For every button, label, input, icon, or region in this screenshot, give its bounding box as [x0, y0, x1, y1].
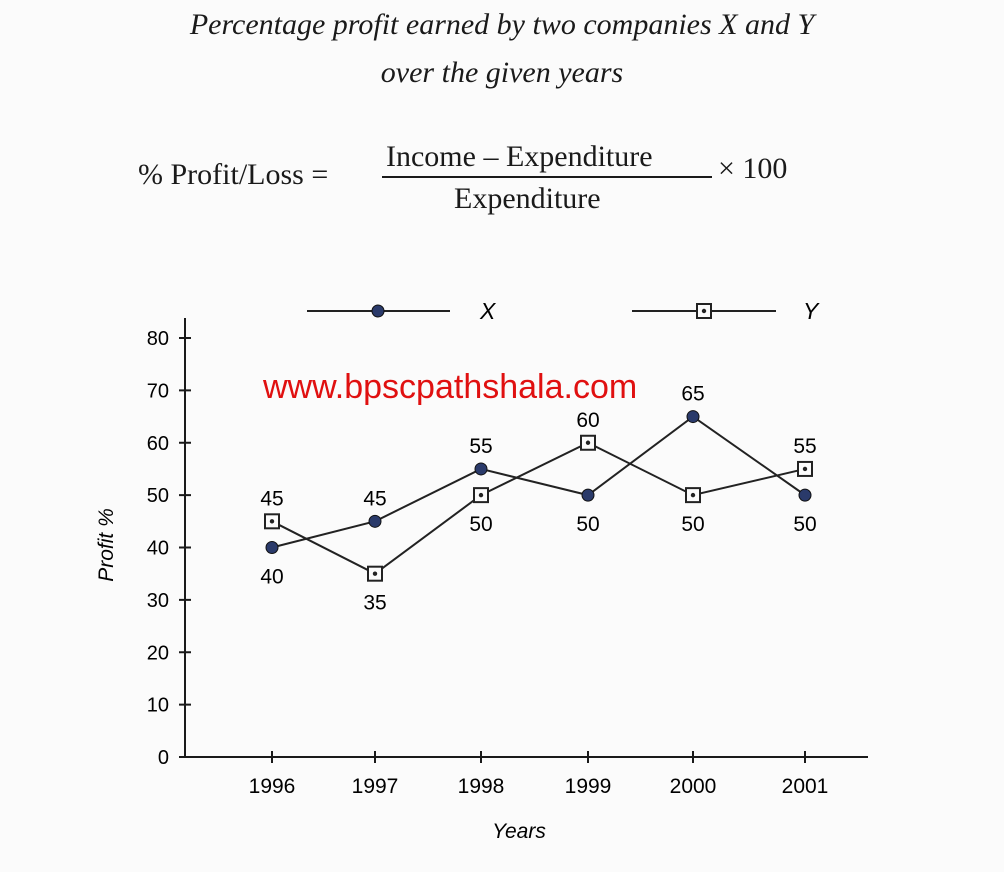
y-tick-label: 20 — [147, 642, 169, 664]
x-tick-label: 1998 — [458, 775, 505, 798]
series-x-point — [474, 462, 488, 476]
series-y-data-label: 60 — [576, 409, 599, 432]
x-tick-label: 1997 — [352, 775, 399, 798]
legend-y-marker-dot — [701, 308, 707, 314]
y-tick-label: 40 — [147, 538, 169, 560]
chart-series: 40 45 55 50 65 50 45 35 50 60 50 55 — [260, 383, 816, 615]
series-y-point-dot — [585, 440, 591, 445]
formula-fraction-bar — [382, 176, 712, 178]
y-tick-label: 50 — [147, 485, 169, 507]
y-tick-label: 10 — [147, 695, 169, 717]
series-y-data-label: 35 — [363, 592, 386, 615]
chart-axes: 0 10 20 30 40 50 60 70 80 1996 1997 1998 1999 2000 200… — [95, 318, 868, 843]
legend-x-label: X — [479, 298, 497, 324]
x-tick-label: 1996 — [249, 775, 296, 798]
series-x-data-label: 45 — [363, 487, 386, 510]
series-x-point — [798, 488, 812, 502]
series-y-point-dot — [372, 571, 378, 576]
y-tick-label: 0 — [158, 747, 169, 769]
series-x-point — [686, 410, 700, 424]
series-y-point-dot — [802, 466, 808, 472]
y-tick-label: 70 — [147, 380, 169, 402]
series-y-point-dot — [478, 492, 484, 498]
y-tick-label: 80 — [147, 328, 169, 350]
series-x-line — [271, 415, 806, 549]
series-x-data-label: 50 — [576, 513, 599, 536]
y-axis-title: Profit % — [95, 508, 118, 582]
formula-multiplier: × 100 — [718, 152, 788, 185]
series-x-point — [368, 514, 382, 528]
y-tick-label: 60 — [147, 433, 169, 455]
x-tick-label: 2000 — [670, 775, 717, 798]
chart-title-line2: over the given years — [380, 56, 624, 89]
series-x-data-label: 65 — [681, 383, 704, 406]
series-y-data-label: 55 — [793, 435, 816, 458]
formula-numerator: Income – Expenditure — [386, 140, 653, 173]
series-x-data-label: 40 — [260, 566, 283, 589]
series-y-data-label: 50 — [681, 513, 704, 536]
formula-lhs: % Profit/Loss = — [138, 158, 329, 191]
x-tick-label: 2001 — [782, 775, 829, 798]
series-y-data-label: 45 — [260, 487, 283, 510]
x-axis-title: Years — [492, 820, 546, 843]
series-y-data-label: 50 — [469, 513, 492, 536]
chart-title-line1: Percentage profit earned by two companie… — [189, 8, 815, 41]
formula-denominator: Expenditure — [454, 182, 601, 215]
y-tick-label: 30 — [147, 590, 169, 612]
series-y-line — [271, 441, 806, 575]
x-tick-label: 1999 — [565, 775, 612, 798]
series-x-point — [581, 488, 595, 502]
legend-y-label: Y — [803, 298, 820, 324]
series-x-data-label: 50 — [793, 513, 816, 536]
series-x-data-label: 55 — [469, 435, 492, 458]
series-x-point — [265, 541, 279, 554]
series-y-point-dot — [269, 519, 275, 524]
watermark-text: www.bpscpathshala.com — [263, 368, 638, 406]
legend-x-marker — [371, 304, 385, 318]
series-y-point-dot — [690, 492, 696, 498]
